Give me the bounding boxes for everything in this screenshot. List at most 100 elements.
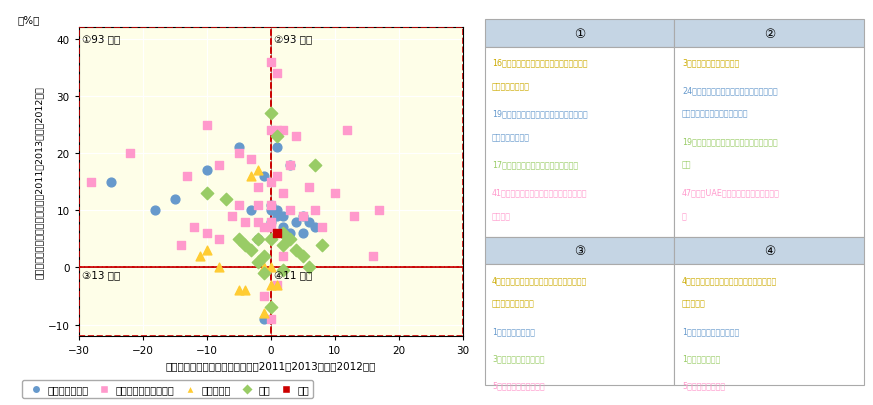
Text: 4ヶ国（ベルギー、オランダ、イタリア、ポ: 4ヶ国（ベルギー、オランダ、イタリア、ポ [682,275,777,284]
Point [212,236,226,243]
Point [264,316,278,322]
Point [212,264,226,271]
Point [315,242,329,248]
Point [264,111,278,117]
Point [270,230,284,237]
Point [270,207,284,214]
Point [277,225,291,231]
Bar [79,268,271,336]
Point [251,236,265,243]
Text: ②: ② [764,28,775,40]
Text: 3ヶ国（オーストリア等）: 3ヶ国（オーストリア等） [682,58,739,68]
Point [258,293,272,299]
Text: ④11 か国: ④11 か国 [274,269,312,279]
Point [200,247,214,254]
Point [289,133,303,140]
Point [231,202,245,208]
Point [264,264,278,271]
Point [289,247,303,254]
Point [296,230,310,237]
Text: 17ヶ国（アルゼンチン、メキシコ等）: 17ヶ国（アルゼンチン、メキシコ等） [492,160,578,169]
Point [174,242,188,248]
Text: ）: ） [682,211,687,220]
Text: ランド、アンドラ）: ランド、アンドラ） [492,299,535,308]
Text: 4ヶ国（スペイン、アイルランド、グリーン: 4ヶ国（スペイン、アイルランド、グリーン [492,275,588,284]
Point [283,236,297,243]
Text: ッコ等）: ッコ等） [492,211,511,220]
Bar [675,264,864,385]
Text: 24ヶ国（ミャンマー、フィリピン、マレー: 24ヶ国（ミャンマー、フィリピン、マレー [682,86,778,95]
Point [308,225,322,231]
Point [238,242,252,248]
Text: 、カンボジア等）: 、カンボジア等） [492,133,530,142]
Point [264,202,278,208]
Point [373,207,387,214]
Bar [485,237,675,264]
Point [264,202,278,208]
Text: ④: ④ [764,244,775,257]
Point [308,162,322,168]
Point [270,145,284,151]
Point [238,287,252,294]
Bar [485,20,675,47]
Point [277,267,291,274]
Point [277,190,291,197]
Point [200,122,214,128]
Point [366,253,380,260]
Point [277,242,291,248]
Legend: アジア・太平洋, 東欧・中東・アフリカ, 北米・西欧, 南米, 日本: アジア・太平洋, 東欧・中東・アフリカ, 北米・西欧, 南米, 日本 [23,380,313,398]
Point [347,213,361,220]
Point [231,151,245,157]
Text: ①: ① [574,28,585,40]
Point [340,128,354,134]
Point [244,173,258,180]
Text: 5ヶ国（リビア等）: 5ヶ国（リビア等） [682,381,725,390]
Point [258,173,272,180]
Text: 41ヶ国（ナイジェリア、南アフリカ、モロ: 41ヶ国（ナイジェリア、南アフリカ、モロ [492,188,588,196]
Bar [675,47,864,237]
Point [244,207,258,214]
Point [200,168,214,174]
Point [296,213,310,220]
Text: 等）: 等） [682,160,691,169]
Point [258,225,272,231]
Point [148,207,162,214]
Point [270,133,284,140]
Bar [79,28,271,268]
Text: ③13 か国: ③13 か国 [82,269,120,279]
Bar [271,28,463,268]
Text: ③: ③ [574,244,585,257]
Point [264,207,278,214]
Text: 16ヶ国（米国、カナダ、英国、フランス、: 16ヶ国（米国、カナダ、英国、フランス、 [492,58,588,68]
Point [264,128,278,134]
Point [270,173,284,180]
Point [327,190,341,197]
Point [264,281,278,288]
Point [302,219,316,226]
Point [264,219,278,226]
Text: 5ヶ国（クロアチア等）: 5ヶ国（クロアチア等） [492,381,545,390]
Point [219,196,233,202]
Point [251,236,265,243]
Point [283,230,297,237]
Text: 3ヶ国（ジャマイカ等）: 3ヶ国（ジャマイカ等） [492,354,545,362]
Point [258,310,272,317]
Text: 19ヶ国（日本、中国、シンガポール、タイ: 19ヶ国（日本、中国、シンガポール、タイ [492,109,588,118]
Point [264,219,278,226]
Y-axis label: 携帯電話契約数の年平均成長率（2011～2013年又は2012年）: 携帯電話契約数の年平均成長率（2011～2013年又は2012年） [35,86,44,279]
Point [258,264,272,271]
Bar [271,268,463,336]
Text: シア、インドネシア、香港等）: シア、インドネシア、香港等） [682,109,748,118]
Bar [485,47,675,237]
Point [308,207,322,214]
Point [212,162,226,168]
Point [302,264,316,271]
Bar [675,20,864,47]
Point [244,156,258,163]
Text: 19ヶ国（キューバ、ブラジル、エクアドル: 19ヶ国（キューバ、ブラジル、エクアドル [682,137,778,146]
Point [231,236,245,243]
Point [258,316,272,322]
Point [85,179,99,185]
Point [264,236,278,243]
Point [200,230,214,237]
